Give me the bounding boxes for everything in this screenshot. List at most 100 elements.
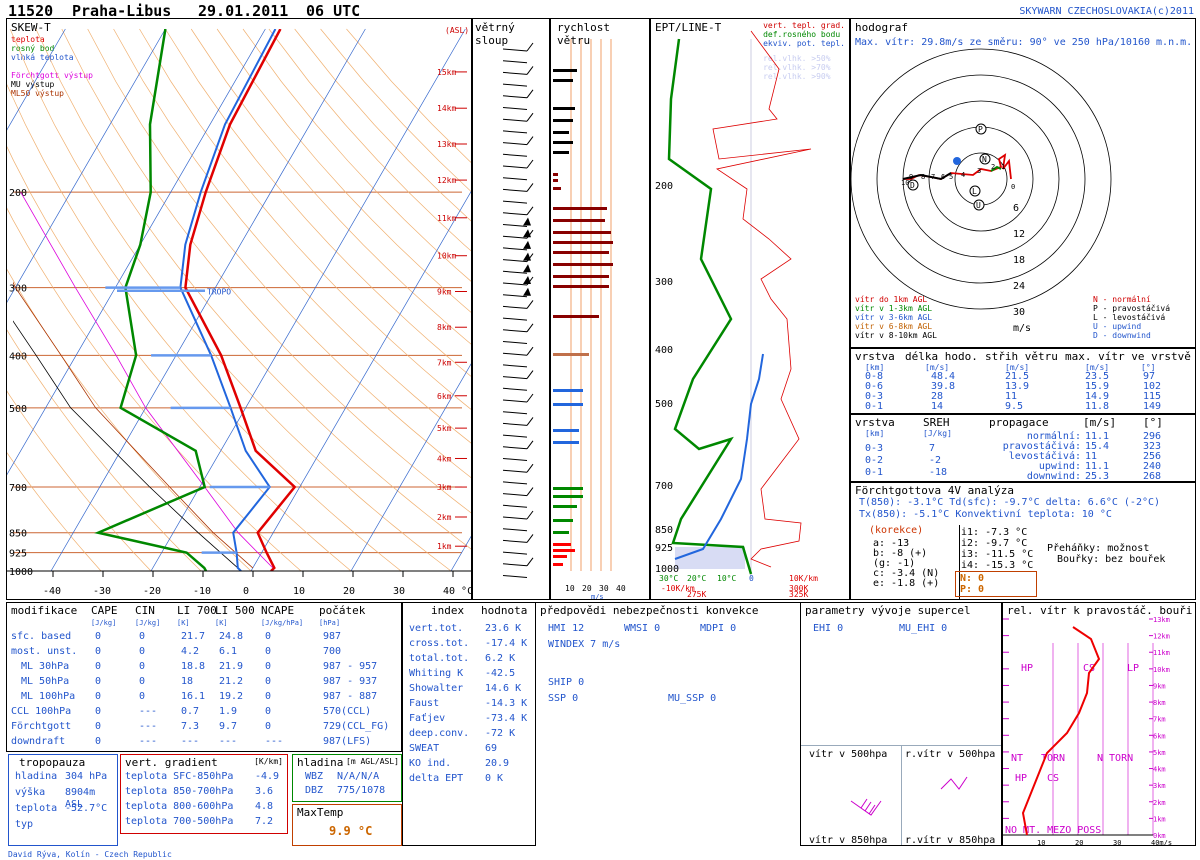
ept-plabel: 400 (655, 345, 673, 356)
dry-adiabat (7, 452, 102, 572)
mod-cell: 0 (265, 631, 272, 642)
layer-max: 15.9 (1085, 381, 1110, 392)
layer-hodo: 48.4 (931, 371, 956, 382)
mod-cell: 0 (95, 661, 102, 672)
barb-shaft (502, 317, 528, 321)
temp-label: -40 (43, 586, 61, 597)
tropo-title: tropopauza (19, 756, 86, 769)
ept-panel: EPT/LINE-T vert. tepl. grad. def.rosného… (650, 18, 850, 600)
layer-max: 14.9 (1085, 391, 1110, 402)
speed-bar (553, 151, 569, 154)
pressure-label: 850 (9, 529, 27, 540)
prop-name: pravostáčivá: (1002, 441, 1081, 452)
layer-shear: 21.5 (1005, 371, 1030, 382)
barb-feather (526, 136, 534, 145)
prop-dir: 296 (1143, 431, 1162, 442)
sreh-h0: vrstva (855, 416, 895, 429)
dry-adiabat (87, 28, 471, 479)
mod-cell: 6.1 (219, 646, 238, 657)
barb-feather (526, 346, 534, 356)
rw-xtick: 30 (1113, 839, 1121, 846)
forcht-i4: i4: -15.3 °C (961, 560, 1034, 571)
speed-bar (553, 389, 583, 392)
rw-height: 2km (1153, 799, 1166, 807)
skewt-legend: teplota rosný bod vlhká teplota Förchtgo… (11, 35, 93, 98)
isotherm (7, 28, 266, 476)
barb-flag (523, 264, 531, 273)
forcht-b: b: -8 (+) (873, 548, 928, 559)
tropo-box: tropopauza hladina 304 hPa výška 8904m ASL t… (8, 754, 118, 846)
speed-tick: 20 (582, 584, 592, 593)
hodo-point: 6 (941, 173, 945, 181)
temp-label: 20 (343, 586, 355, 597)
speed-bar (553, 141, 573, 144)
barb-flag (523, 229, 531, 238)
barb-shaft (502, 341, 528, 344)
mod-cell: 700 (323, 646, 342, 657)
barb-flag (523, 217, 531, 226)
prop-name: normální: (1026, 431, 1081, 442)
barb-shaft (502, 153, 528, 157)
index-name: total.tot. (409, 653, 470, 664)
hodo-point: 7 (931, 173, 935, 181)
ept-bottom: 300K (789, 584, 808, 593)
layer-hodo: 14 (931, 401, 944, 412)
hodo-black (902, 172, 952, 181)
rw-label: LP (1127, 663, 1139, 674)
sreh-val: -18 (929, 467, 948, 478)
time: 06 UTC (306, 2, 361, 20)
tropo-val: 8904m ASL (65, 787, 96, 810)
speed-bar (553, 403, 583, 406)
speed-bar (553, 231, 611, 234)
hodo-leg-u: U - upwind (1093, 322, 1142, 331)
dry-adiabat (35, 28, 471, 550)
pressure-label: 700 (9, 483, 27, 494)
speed-bar (553, 563, 563, 566)
hodo-leg-p: P - pravostáčivá (1093, 304, 1171, 313)
super-rv500: r.vítr v 500hpa (905, 749, 996, 760)
pred-title: předpovědi nebezpečnosti konvekce (540, 604, 759, 617)
barb-feather (526, 487, 534, 496)
speed-bar (553, 79, 573, 82)
hodograph-panel: hodograf Max. vítr: 29.8m/s ze směru: 90… (850, 18, 1196, 348)
barb-shaft (502, 305, 528, 309)
mod-cell: 0 (265, 691, 272, 702)
lt-u2: [m/s] (1005, 363, 1030, 372)
mod-unit: [K] (177, 619, 190, 627)
dry-adiabat (216, 28, 471, 313)
temp-label: -10 (193, 586, 211, 597)
mod-cell: 0 (265, 721, 272, 732)
prop-name: downwind: (1026, 471, 1081, 482)
speed-bar (553, 251, 609, 254)
rw-height: 11km (1153, 649, 1170, 657)
speed-bars: 10 20 30 40 m/s (553, 39, 626, 599)
mod-cell: ML 30hPa (21, 661, 70, 672)
rw-height: 4km (1153, 766, 1166, 774)
layer-name: 0-6 (865, 381, 884, 392)
mod-cell: 987 (323, 631, 342, 642)
sreh-layer: 0-3 (865, 443, 884, 454)
rw-label: TORN (1041, 753, 1065, 764)
speed-bar (553, 441, 579, 444)
height-label: 8km (437, 323, 452, 332)
barb-shaft (502, 212, 528, 216)
pred-windex: 7 m/s (590, 639, 621, 650)
barb-feather (526, 557, 534, 567)
height-label: 14km (437, 104, 456, 113)
dry-adiabat (7, 268, 252, 572)
index-name: Whiting K (409, 668, 464, 679)
layer-shear: 11 (1005, 391, 1018, 402)
lt-u3: [m/s] (1085, 363, 1110, 372)
temp-label: 10 (293, 586, 305, 597)
hladina-title: hladina (297, 756, 344, 769)
ept-bottom: 20°C (687, 574, 706, 583)
barb-shaft (502, 130, 528, 134)
index-name: KO ind. (409, 758, 452, 769)
barb-flag (523, 287, 531, 296)
barb-shaft (502, 364, 528, 368)
forcht-line2: Tx(850): -5.1°C Konvektivní teplota: 10 … (859, 509, 1112, 520)
rh-fill (675, 547, 745, 569)
tropo-val: -52.7°C (65, 803, 108, 814)
rw-height: 8km (1153, 699, 1166, 707)
prop-dir: 240 (1143, 461, 1162, 472)
